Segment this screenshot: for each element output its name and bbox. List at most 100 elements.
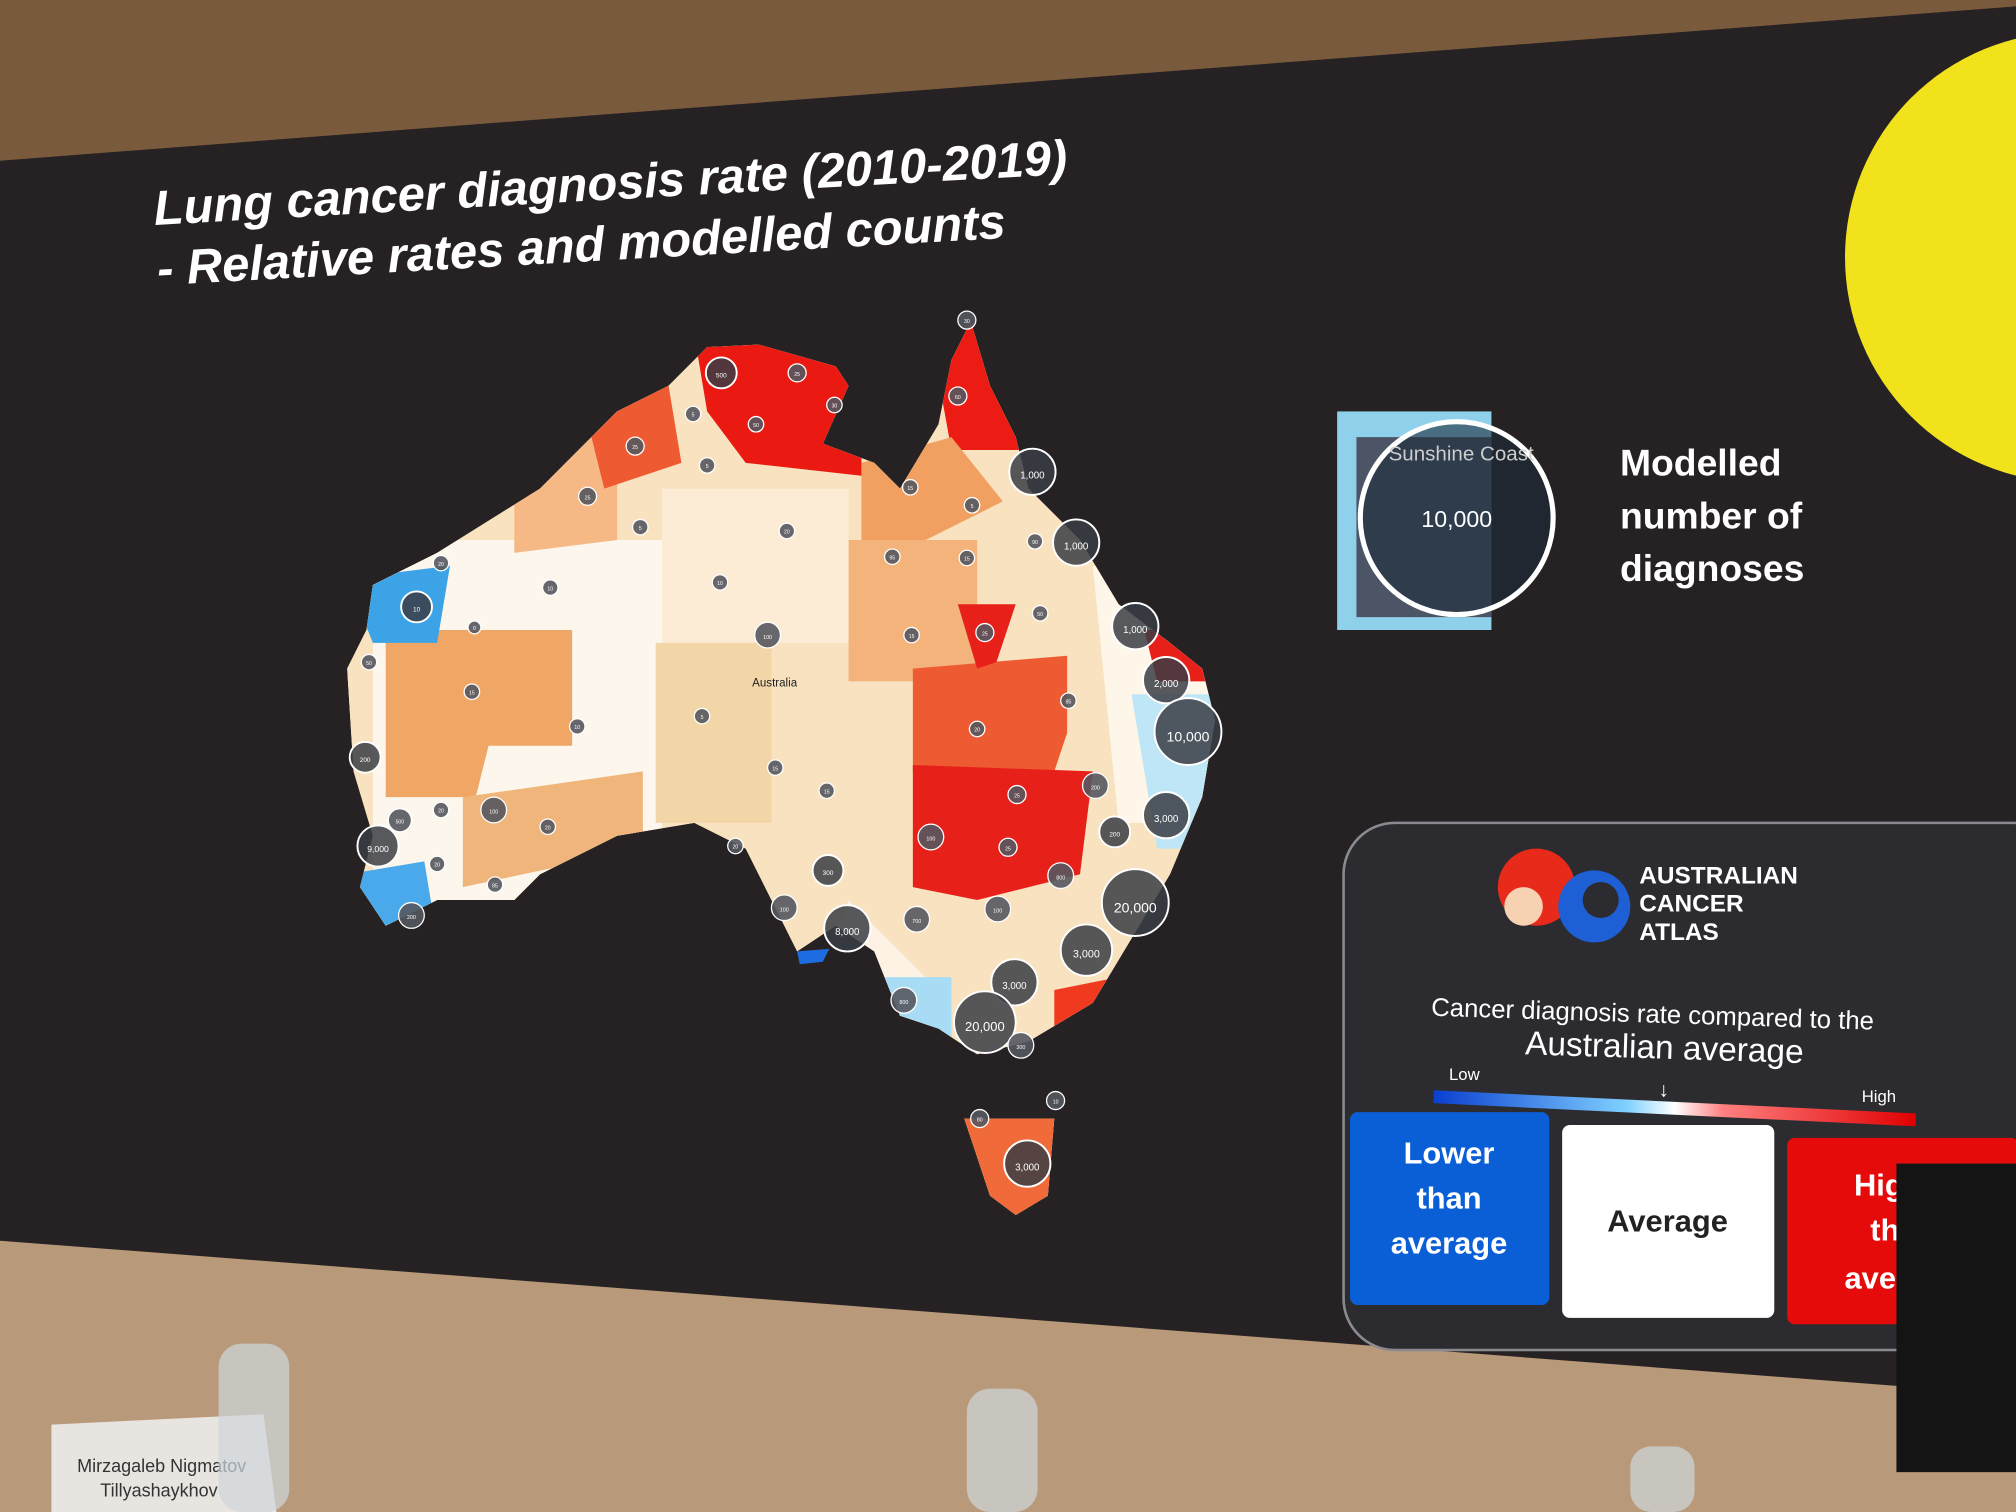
cluster <box>890 986 918 1014</box>
box-label: Average <box>1607 1204 1728 1239</box>
bottle <box>218 1343 290 1512</box>
box-label: average <box>1845 1260 1962 1295</box>
inset-caption: Modelled <box>1620 442 1782 484</box>
cluster-label: 60 <box>955 395 961 401</box>
inset-caption: number of <box>1620 494 1803 536</box>
cluster-label: 20 <box>545 825 551 831</box>
cluster-label: 700 <box>912 919 921 925</box>
cluster <box>957 310 977 330</box>
cluster-label: 800 <box>1056 875 1065 881</box>
inset-caption: diagnoses <box>1620 547 1804 589</box>
cluster-label: 25 <box>1005 846 1011 852</box>
cluster-label: 5 <box>706 464 709 470</box>
cluster <box>823 904 872 953</box>
cluster-label: 800 <box>899 1000 908 1006</box>
cluster-label: 3,000 <box>1015 1162 1040 1173</box>
cluster-label: 15 <box>909 634 915 640</box>
cluster <box>984 895 1012 923</box>
cluster <box>539 818 557 836</box>
cluster <box>953 990 1017 1054</box>
cluster-label: 200 <box>1109 831 1120 838</box>
cluster-label: 5 <box>971 504 974 510</box>
cluster-label: 200 <box>360 757 371 764</box>
cluster-label: 25 <box>585 495 591 501</box>
cluster <box>901 478 919 496</box>
legend-caption: Australian average <box>1525 1025 1805 1071</box>
cluster-label: 30 <box>832 404 838 410</box>
cluster <box>1098 815 1132 849</box>
cluster-label: 3,000 <box>1073 949 1100 961</box>
cluster-label: 15 <box>907 486 913 492</box>
cluster <box>428 855 446 873</box>
cluster <box>811 854 845 887</box>
cluster <box>1031 604 1049 622</box>
cluster <box>787 363 807 383</box>
cluster <box>711 574 729 591</box>
box-label: Higher <box>1854 1168 1952 1203</box>
cluster-label: 100 <box>926 837 935 843</box>
name-card-text: Mirzagaleb Nigmatov <box>77 1456 246 1476</box>
legend-box <box>1562 1125 1775 1318</box>
cluster-label: 10 <box>547 586 553 592</box>
legend-high: High <box>1862 1087 1896 1106</box>
cluster <box>917 823 945 851</box>
cluster <box>432 554 450 572</box>
cluster <box>1100 868 1170 937</box>
cluster-label: 30 <box>964 319 970 325</box>
cluster <box>968 720 986 738</box>
cluster-label: 9,000 <box>367 844 389 854</box>
cluster-label: 85 <box>492 883 498 889</box>
cluster-label: 8,000 <box>835 927 860 938</box>
cluster <box>1052 518 1101 567</box>
logo-text: CANCER <box>1639 891 1744 918</box>
cluster <box>1026 532 1044 550</box>
kangaroo-island <box>797 948 830 965</box>
cluster <box>747 415 765 433</box>
cluster-label: 3,000 <box>1154 814 1179 825</box>
cluster-label: 25 <box>794 372 800 378</box>
cluster-label: 500 <box>716 372 727 379</box>
legend-low: Low <box>1449 1065 1481 1084</box>
cluster <box>998 837 1018 857</box>
cluster-label: 10 <box>717 581 723 587</box>
cluster-label: 200 <box>1091 785 1100 791</box>
cluster <box>360 653 378 671</box>
cluster <box>754 621 782 649</box>
cluster-label: 90 <box>1032 540 1038 546</box>
cluster-label: 5 <box>701 715 704 721</box>
cluster-label: 15 <box>964 557 970 563</box>
cluster <box>631 518 649 536</box>
cluster <box>826 396 843 414</box>
cluster <box>963 496 981 514</box>
cluster <box>975 622 995 643</box>
cluster <box>387 808 413 833</box>
cluster-label: 100 <box>763 635 772 641</box>
cluster <box>480 796 508 824</box>
cluster <box>818 782 836 800</box>
inset-place: Sunshine Coast <box>1389 442 1534 465</box>
cluster <box>693 707 711 725</box>
cluster-label: 50 <box>366 661 372 667</box>
cluster-label: 300 <box>1016 1045 1025 1051</box>
cluster-label: 100 <box>780 907 789 913</box>
cluster <box>467 620 482 635</box>
cluster <box>1047 862 1075 890</box>
cluster-label: 2,000 <box>1154 679 1179 690</box>
cluster <box>348 740 382 774</box>
cluster-label: 50 <box>753 423 759 429</box>
logo-text: AUSTRALIAN <box>1639 862 1798 889</box>
cluster-label: 20 <box>438 562 444 568</box>
cluster <box>990 958 1039 1007</box>
cluster <box>1007 784 1027 805</box>
cluster <box>1008 447 1057 496</box>
cluster-label: 20 <box>784 530 790 536</box>
cluster <box>704 356 738 390</box>
cluster-label: 10 <box>1053 1100 1059 1106</box>
arrow: ↓ <box>1659 1079 1669 1102</box>
cluster-label: 25 <box>982 632 988 638</box>
cluster-label: 100 <box>993 909 1002 915</box>
cluster-label: 50 <box>1037 612 1043 618</box>
cluster-label: 10,000 <box>1167 728 1210 744</box>
cluster <box>577 486 598 506</box>
